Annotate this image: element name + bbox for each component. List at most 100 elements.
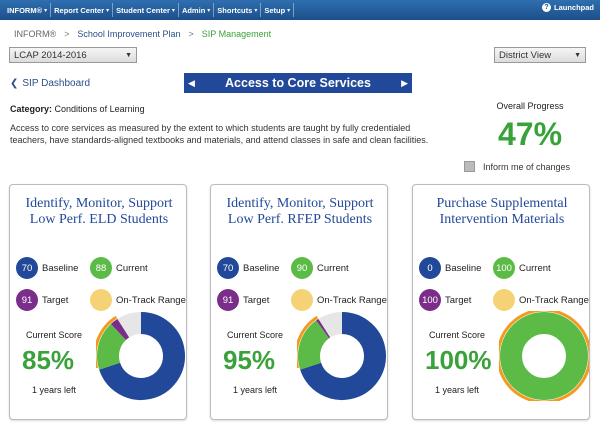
on-track-range-badge xyxy=(90,289,112,311)
current-label: Current xyxy=(519,262,551,274)
goal-card-title: Identify, Monitor, Support Low Perf. RFE… xyxy=(226,196,374,227)
nav-item-shortcuts[interactable]: Shortcuts ▾ xyxy=(214,3,262,17)
baseline-badge: 70 xyxy=(16,257,38,279)
nav-item-inform[interactable]: INFORM® ▾ xyxy=(4,3,52,17)
nav-item-student-center[interactable]: Student Center ▾ xyxy=(113,3,179,17)
current-score-value: 95% xyxy=(223,345,276,375)
current-score-value: 85% xyxy=(22,345,75,375)
target-badge: 100 xyxy=(419,289,441,311)
current-badge: 90 xyxy=(291,257,313,279)
on-track-range-stat: On-Track Range xyxy=(291,289,387,311)
page-title: Access to Core Services xyxy=(225,76,371,90)
chevron-down-icon: ▾ xyxy=(171,7,175,14)
target-segment xyxy=(110,318,130,341)
nav-item-setup-label: Setup xyxy=(264,5,286,15)
goal-card-title: Purchase Supplemental Intervention Mater… xyxy=(436,196,568,227)
goal-card: Identify, Monitor, Support Low Perf. ELD… xyxy=(9,184,187,420)
inform-me-toggle[interactable]: Inform me of changes xyxy=(464,161,570,172)
current-stat: 100 Current xyxy=(493,257,551,279)
view-select[interactable]: District View ▼ xyxy=(494,47,586,63)
progress-donut-chart xyxy=(96,312,185,400)
remaining-segment xyxy=(318,312,343,338)
chevron-down-icon: ▾ xyxy=(254,7,258,14)
sip-dashboard-label: SIP Dashboard xyxy=(22,78,91,89)
chevron-down-icon: ▾ xyxy=(106,7,110,14)
years-left: 1 years left xyxy=(233,385,278,395)
nav-item-report-center-label: Report Center xyxy=(54,5,105,15)
view-select-value: District View xyxy=(499,49,552,61)
baseline-badge: 70 xyxy=(217,257,239,279)
breadcrumb: INFORM® > School Improvement Plan > SIP … xyxy=(14,29,271,39)
remaining-segment xyxy=(117,312,142,338)
breadcrumb-separator: > xyxy=(64,29,70,39)
chevron-down-icon: ▼ xyxy=(125,51,132,59)
on-track-range-label: On-Track Range xyxy=(519,294,589,306)
breadcrumb-separator: > xyxy=(188,29,194,39)
on-track-range-badge xyxy=(493,289,515,311)
current-stat: 88 Current xyxy=(90,257,148,279)
goal-card-title: Identify, Monitor, Support Low Perf. ELD… xyxy=(25,196,173,227)
baseline-stat: 70 Baseline xyxy=(16,257,78,279)
nav-item-admin[interactable]: Admin ▾ xyxy=(179,3,215,17)
target-stat: 91 Target xyxy=(217,289,269,311)
nav-item-setup[interactable]: Setup ▾ xyxy=(261,3,295,17)
years-left: 1 years left xyxy=(32,385,77,395)
overall-progress-value: 47% xyxy=(497,116,563,152)
target-badge: 91 xyxy=(217,289,239,311)
chevron-down-icon: ▼ xyxy=(574,51,581,59)
on-track-range-arc xyxy=(96,315,118,369)
chevron-left-icon: ❮ xyxy=(10,78,19,89)
category-label: Category: xyxy=(10,104,53,114)
nav-item-shortcuts-label: Shortcuts xyxy=(217,5,253,15)
on-track-range-arc xyxy=(297,315,319,369)
baseline-badge: 0 xyxy=(419,257,441,279)
baseline-label: Baseline xyxy=(445,262,482,274)
nav-item-inform-label: INFORM® xyxy=(7,5,43,15)
top-nav-bar: INFORM® ▾ Report Center ▾ Student Center ▾ … xyxy=(0,0,600,20)
on-track-range-stat: On-Track Range xyxy=(90,289,186,311)
baseline-label: Baseline xyxy=(243,262,280,274)
current-stat: 90 Current xyxy=(291,257,349,279)
current-score-label: Current Score xyxy=(227,330,284,340)
target-label: Target xyxy=(243,294,270,306)
target-label: Target xyxy=(445,294,472,306)
years-left: 1 years left xyxy=(435,385,480,395)
description: Access to core services as measured by t… xyxy=(10,123,429,145)
prev-arrow-icon[interactable]: ◀ xyxy=(188,77,195,88)
nav-item-report-center[interactable]: Report Center ▾ xyxy=(51,3,114,17)
category-value: Conditions of Learning xyxy=(54,104,145,114)
baseline-segment xyxy=(99,312,185,400)
on-track-range-stat: On-Track Range xyxy=(493,289,589,311)
chevron-down-icon: ▾ xyxy=(207,7,211,14)
launchpad-icon: ? xyxy=(541,3,551,12)
breadcrumb-root[interactable]: INFORM® xyxy=(14,29,57,39)
goal-card: Identify, Monitor, Support Low Perf. RFE… xyxy=(210,184,388,420)
on-track-range-badge xyxy=(291,289,313,311)
target-label: Target xyxy=(42,294,69,306)
year-select[interactable]: LCAP 2014-2016 ▼ xyxy=(9,47,137,63)
year-select-value: LCAP 2014-2016 xyxy=(14,49,87,61)
inform-me-checkbox[interactable] xyxy=(464,161,475,172)
sip-dashboard-link[interactable]: ❮ SIP Dashboard xyxy=(10,78,90,89)
target-badge: 91 xyxy=(16,289,38,311)
launchpad-button[interactable]: ? Launchpad xyxy=(541,3,594,12)
baseline-segment xyxy=(300,312,386,400)
breadcrumb-school-improvement-plan[interactable]: School Improvement Plan xyxy=(77,29,181,39)
progress-donut-chart xyxy=(297,312,386,400)
current-label: Current xyxy=(116,262,148,274)
nav-item-student-center-label: Student Center xyxy=(116,5,170,15)
current-score-label: Current Score xyxy=(429,330,486,340)
baseline-label: Baseline xyxy=(42,262,79,274)
current-badge: 88 xyxy=(90,257,112,279)
target-segment xyxy=(316,318,331,339)
next-arrow-icon[interactable]: ▶ xyxy=(401,77,408,88)
target-stat: 91 Target xyxy=(16,289,68,311)
inform-me-label: Inform me of changes xyxy=(483,161,571,172)
current-label: Current xyxy=(317,262,349,274)
current-score-label: Current Score xyxy=(26,330,83,340)
current-score-value: 100% xyxy=(425,345,492,375)
overall-progress-label: Overall Progress xyxy=(496,101,564,111)
category: Category: Conditions of Learning xyxy=(10,104,145,114)
title-bar: ◀ Access to Core Services ▶ xyxy=(184,73,412,93)
chevron-down-icon: ▾ xyxy=(44,7,48,14)
